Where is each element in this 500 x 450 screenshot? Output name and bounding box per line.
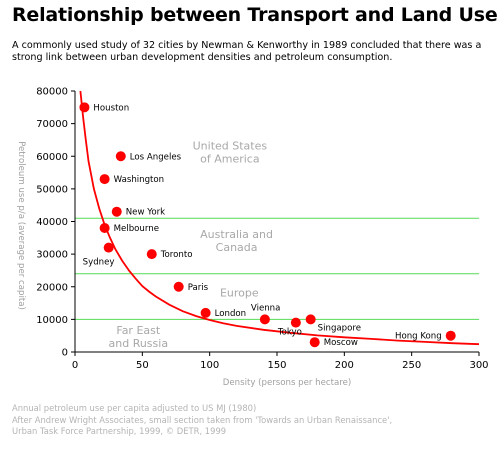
chart-footnote: Annual petroleum use per capita adjusted… [12, 403, 488, 438]
y-tick-label: 30000 [36, 250, 68, 261]
data-label: Los Angeles [130, 152, 182, 162]
chart-title: Relationship between Transport and Land … [12, 4, 498, 26]
scatter-chart: United States of America Australia and Cana… [16, 87, 489, 389]
data-point [99, 174, 110, 185]
data-label: Washington [114, 175, 165, 185]
data-point [309, 337, 320, 348]
x-tick-label: 300 [469, 360, 488, 371]
chart-subtitle: A commonly used study of 32 cities by Ne… [12, 40, 482, 63]
x-tick-label: 250 [402, 360, 421, 371]
data-point [200, 307, 211, 318]
data-point [103, 242, 114, 253]
x-tick-label: 50 [136, 360, 149, 371]
region-label: Australia and Canada [200, 228, 273, 254]
footnote-line: After Andrew Wright Associates, small se… [12, 414, 393, 425]
data-point [79, 102, 90, 113]
y-tick-label: 70000 [36, 119, 68, 130]
y-tick-label: 60000 [36, 152, 68, 163]
y-tick-label: 50000 [36, 184, 68, 195]
footnote-line: Annual petroleum use per capita adjusted… [12, 403, 257, 413]
data-label: Sydney [83, 258, 115, 268]
data-point [259, 314, 270, 325]
data-label: Hong Kong [395, 332, 442, 342]
data-label: Melbourne [114, 224, 159, 234]
x-tick-label: 150 [267, 360, 286, 371]
data-point [445, 330, 456, 341]
data-point [173, 281, 184, 292]
x-tick-label: 0 [72, 360, 78, 371]
region-label: United States of America [193, 140, 268, 166]
x-tick-label: 200 [335, 360, 354, 371]
data-label: London [215, 309, 247, 319]
y-tick-label: 0 [62, 348, 68, 359]
data-point [305, 314, 316, 325]
data-label: New York [126, 208, 165, 218]
data-point [115, 151, 126, 162]
data-label: Singapore [318, 323, 361, 333]
data-point [146, 249, 157, 260]
trend-curve [79, 90, 480, 346]
region-label: Europe [220, 287, 259, 300]
x-tick-label: 100 [200, 360, 219, 371]
y-tick-label: 80000 [36, 87, 68, 98]
data-label: Moscow [324, 338, 358, 348]
y-tick-label: 10000 [36, 315, 68, 326]
data-point [111, 206, 122, 217]
x-axis-label: Density (persons per hectare) [223, 378, 352, 388]
data-label: Tokyo [277, 328, 302, 338]
data-point [99, 223, 110, 234]
y-tick-label: 40000 [36, 217, 68, 228]
y-axis-label: Petroleum use p/a (average per capita) [16, 141, 26, 310]
data-label: Toronto [160, 250, 193, 260]
region-label: Far East and Russia [109, 324, 169, 350]
data-label: Houston [93, 103, 129, 113]
footnote-line: Urban Task Force Partnership, 1999, © DE… [12, 426, 227, 436]
data-label: Vienna [251, 303, 281, 313]
data-label: Paris [188, 283, 209, 293]
data-point [290, 317, 301, 328]
y-tick-label: 20000 [36, 282, 68, 293]
